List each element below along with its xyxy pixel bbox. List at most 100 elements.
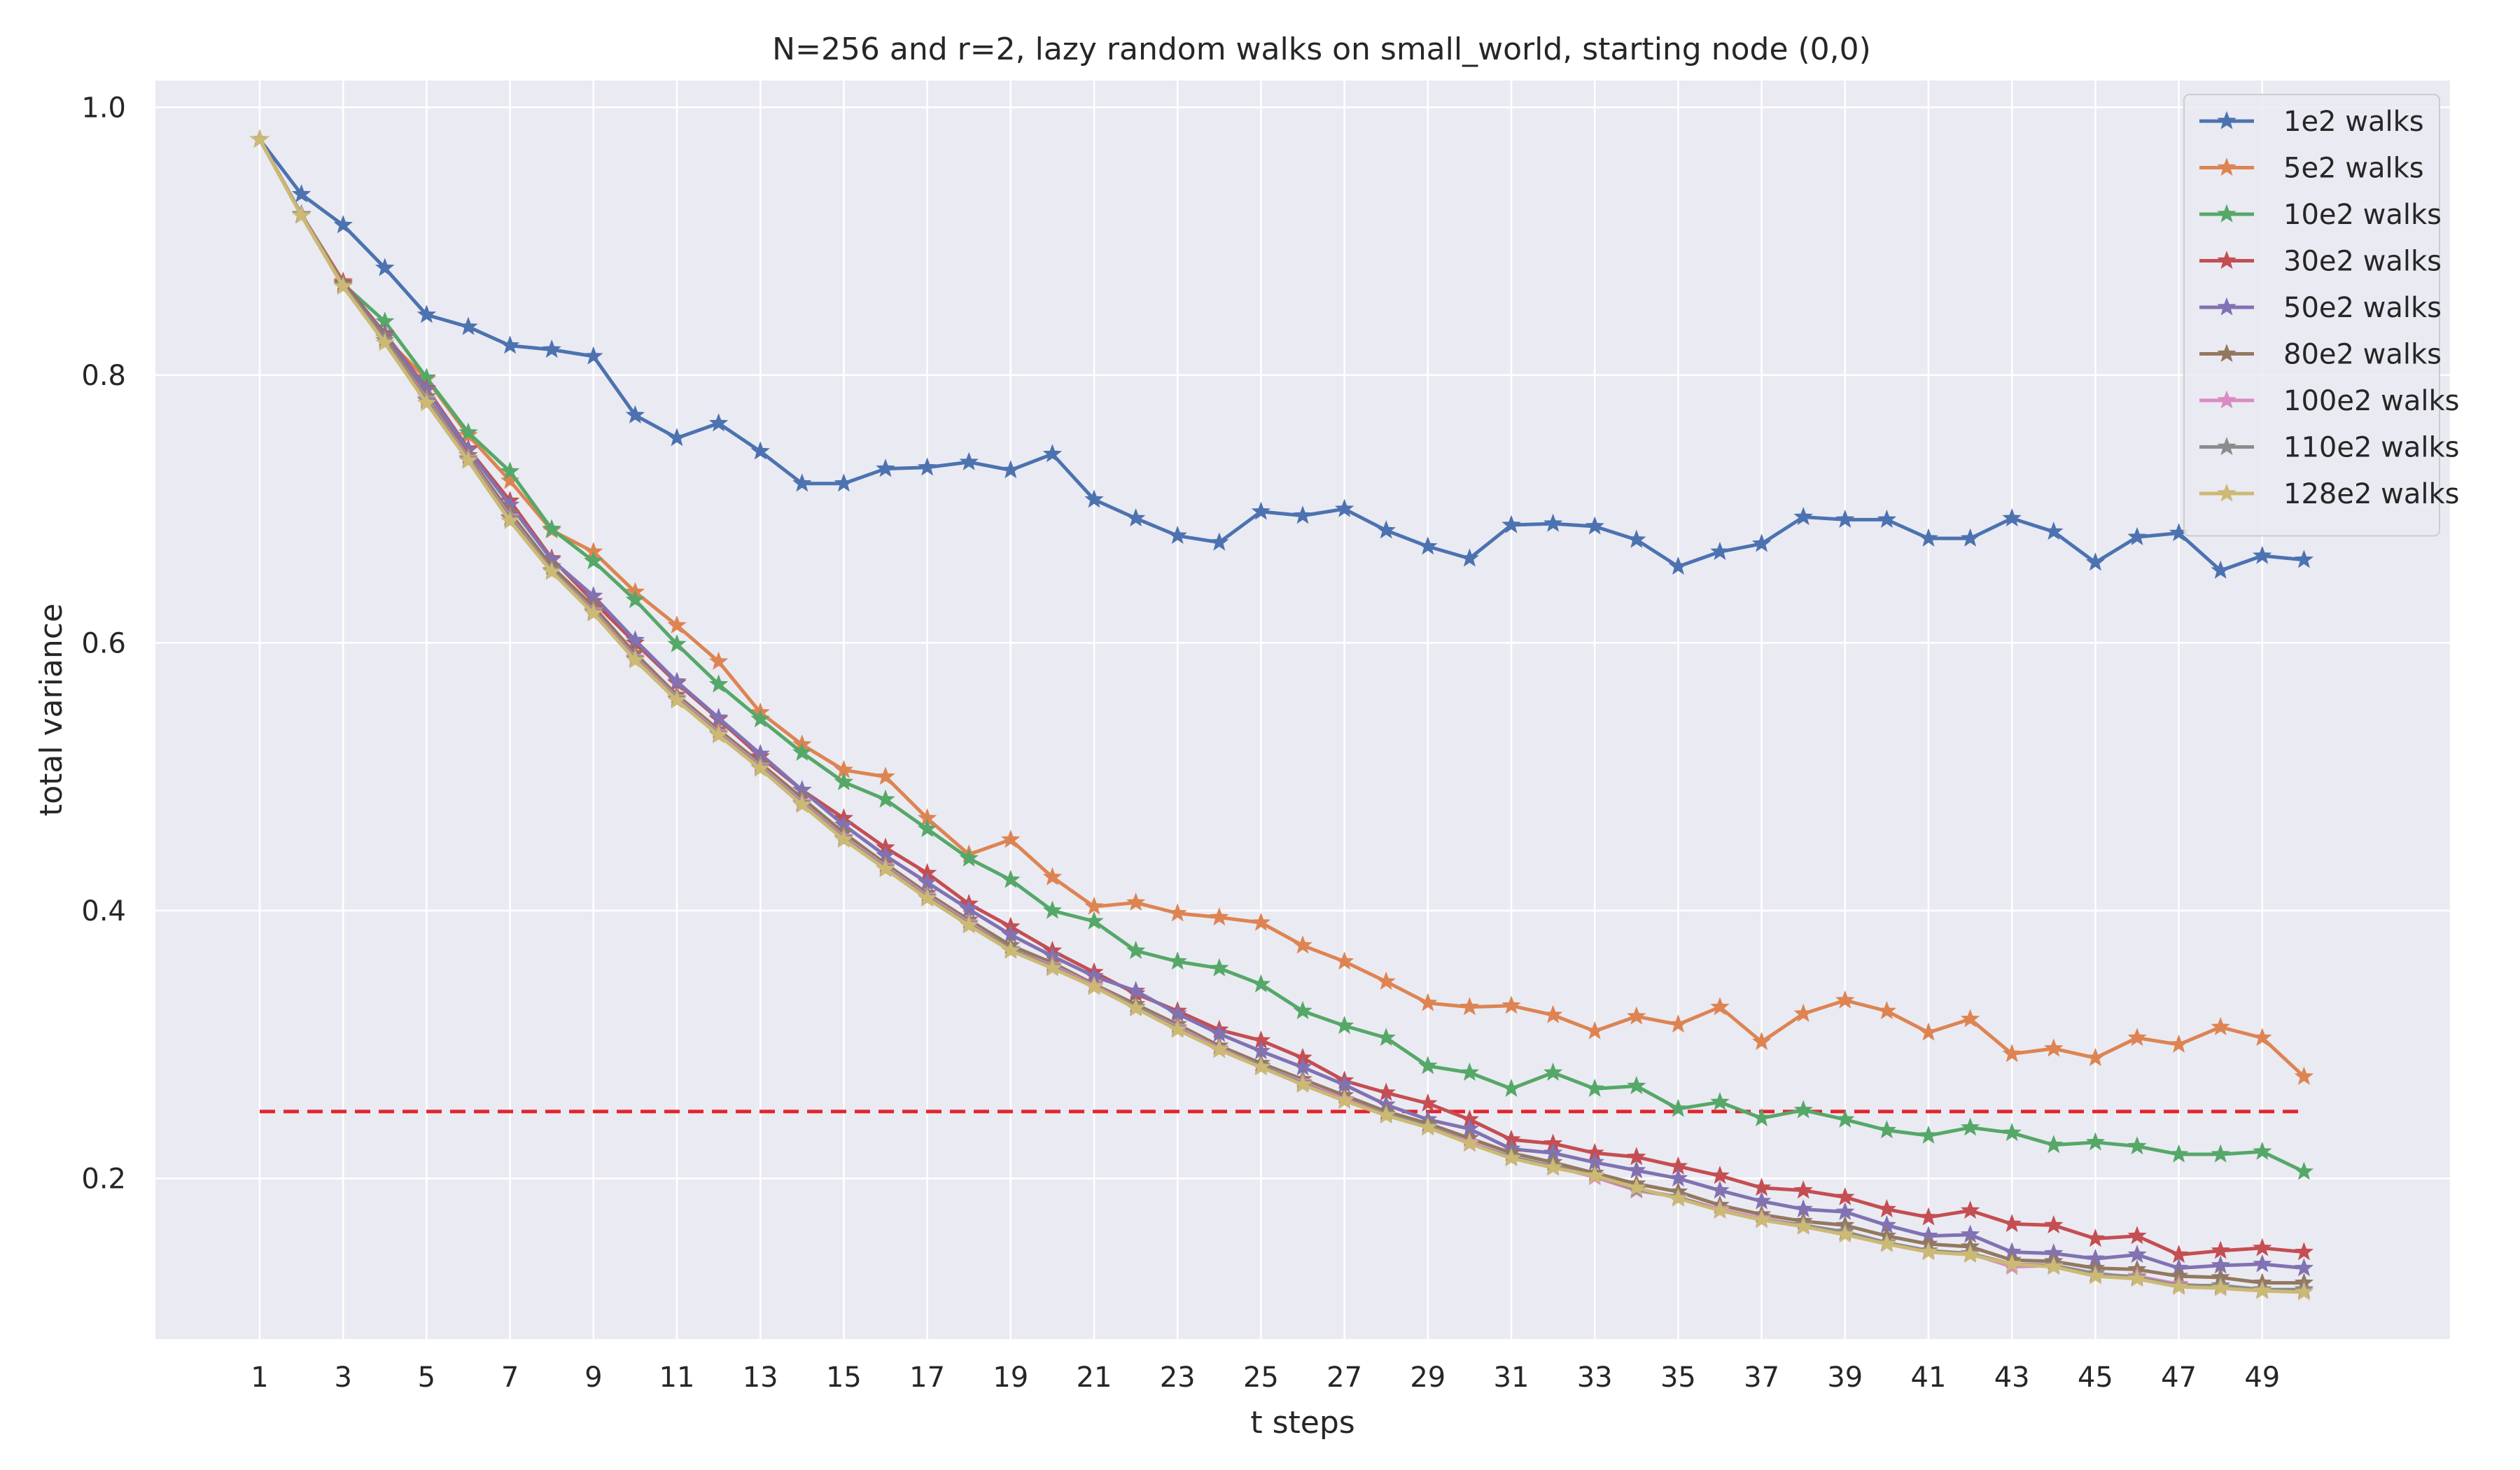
y-tick-label: 0.4	[81, 895, 126, 927]
data-point	[2002, 1044, 2022, 1063]
x-tick-label: 47	[2161, 1362, 2197, 1394]
x-tick-label: 25	[1243, 1362, 1279, 1394]
data-point	[1627, 1006, 1646, 1025]
grid-lines	[155, 80, 2450, 1339]
data-point	[1793, 507, 1813, 526]
data-point	[1418, 993, 1438, 1011]
data-point	[1210, 532, 1229, 551]
x-tick-label: 41	[1911, 1362, 1947, 1394]
legend-label: 110e2 walks	[2283, 432, 2459, 464]
legend-item: 30e2 walks	[2199, 246, 2442, 278]
data-point	[667, 428, 687, 447]
plot-area	[155, 80, 2450, 1339]
legend-item: 1e2 walks	[2199, 106, 2424, 138]
x-tick-label: 23	[1160, 1362, 1196, 1394]
legend-label: 30e2 walks	[2283, 246, 2442, 278]
data-point	[876, 458, 895, 477]
data-point	[2127, 526, 2147, 545]
data-point	[1751, 533, 1772, 552]
data-point	[1919, 1207, 1938, 1226]
data-point	[2253, 1141, 2272, 1160]
data-point	[2127, 1245, 2147, 1264]
data-point	[1418, 1093, 1438, 1112]
x-tick-label: 39	[1827, 1362, 1863, 1394]
data-point	[959, 848, 979, 867]
data-point	[500, 510, 520, 529]
data-point	[1251, 974, 1271, 993]
data-point	[2294, 1161, 2314, 1180]
data-point	[416, 304, 437, 323]
data-point	[333, 276, 353, 295]
data-point	[375, 332, 395, 351]
data-point	[667, 690, 687, 709]
data-point	[2211, 1144, 2230, 1163]
data-point	[1877, 1120, 1897, 1139]
data-point	[1460, 1133, 1480, 1152]
data-point	[2127, 1136, 2147, 1155]
data-point	[1793, 1180, 1813, 1199]
data-point	[792, 473, 812, 492]
data-point	[1460, 1062, 1480, 1082]
data-point	[1543, 1062, 1563, 1082]
x-tick-label: 7	[501, 1362, 519, 1394]
data-point	[1460, 548, 1480, 567]
series-line	[258, 138, 2304, 1294]
data-point	[1835, 1186, 1855, 1205]
data-point	[1001, 460, 1021, 479]
legend-marker	[2217, 158, 2236, 176]
data-point	[1084, 489, 1104, 508]
data-point	[1835, 1109, 1855, 1128]
legend-item: 50e2 walks	[2199, 292, 2442, 324]
data-point	[1168, 1019, 1187, 1038]
series-1	[250, 129, 2314, 579]
x-tick-label: 21	[1077, 1362, 1112, 1394]
series-line	[258, 138, 2305, 1174]
data-point	[1042, 958, 1063, 976]
x-tick-label: 33	[1577, 1362, 1613, 1394]
data-point	[667, 634, 687, 652]
x-axis-label: t steps	[1250, 1405, 1354, 1441]
legend-item: 110e2 walks	[2199, 432, 2459, 464]
data-point	[876, 789, 895, 808]
legend-item: 128e2 walks	[2199, 478, 2459, 510]
data-point	[1627, 1076, 1646, 1095]
data-point	[542, 561, 561, 580]
legend-marker	[2217, 344, 2236, 363]
data-point	[1543, 1004, 1563, 1023]
data-point	[2294, 550, 2314, 568]
data-point	[1751, 1210, 1772, 1228]
data-point	[876, 766, 895, 785]
data-point	[1042, 900, 1063, 919]
data-point	[1334, 498, 1354, 517]
data-point	[2085, 1266, 2106, 1284]
data-point	[2127, 1268, 2147, 1287]
legend-label: 100e2 walks	[2283, 385, 2459, 417]
y-tick-label: 0.6	[81, 627, 126, 659]
data-point	[708, 413, 729, 432]
data-point	[1627, 1177, 1646, 1196]
data-point	[917, 457, 937, 476]
data-point	[876, 859, 895, 878]
data-point	[1585, 1078, 1604, 1097]
data-point	[416, 393, 437, 412]
legend-item: 100e2 walks	[2199, 385, 2459, 417]
data-point	[2044, 1038, 2064, 1057]
legend-item: 5e2 walks	[2199, 153, 2424, 185]
data-point	[1710, 997, 1730, 1016]
data-point	[1543, 1157, 1563, 1176]
data-point	[1960, 1245, 1980, 1264]
data-point	[667, 615, 687, 634]
data-point	[834, 830, 854, 848]
data-point	[2127, 1028, 2147, 1046]
legend-label: 128e2 walks	[2283, 478, 2459, 510]
series-line	[258, 138, 2304, 573]
data-point	[1418, 1056, 1438, 1074]
data-point	[1251, 501, 1271, 520]
x-tick-label: 5	[418, 1362, 435, 1394]
data-point	[1126, 508, 1146, 527]
data-point	[1001, 830, 1021, 848]
data-point	[1502, 995, 1521, 1014]
data-point	[2169, 1034, 2189, 1053]
data-point	[2211, 1016, 2230, 1035]
data-point	[1376, 520, 1396, 539]
